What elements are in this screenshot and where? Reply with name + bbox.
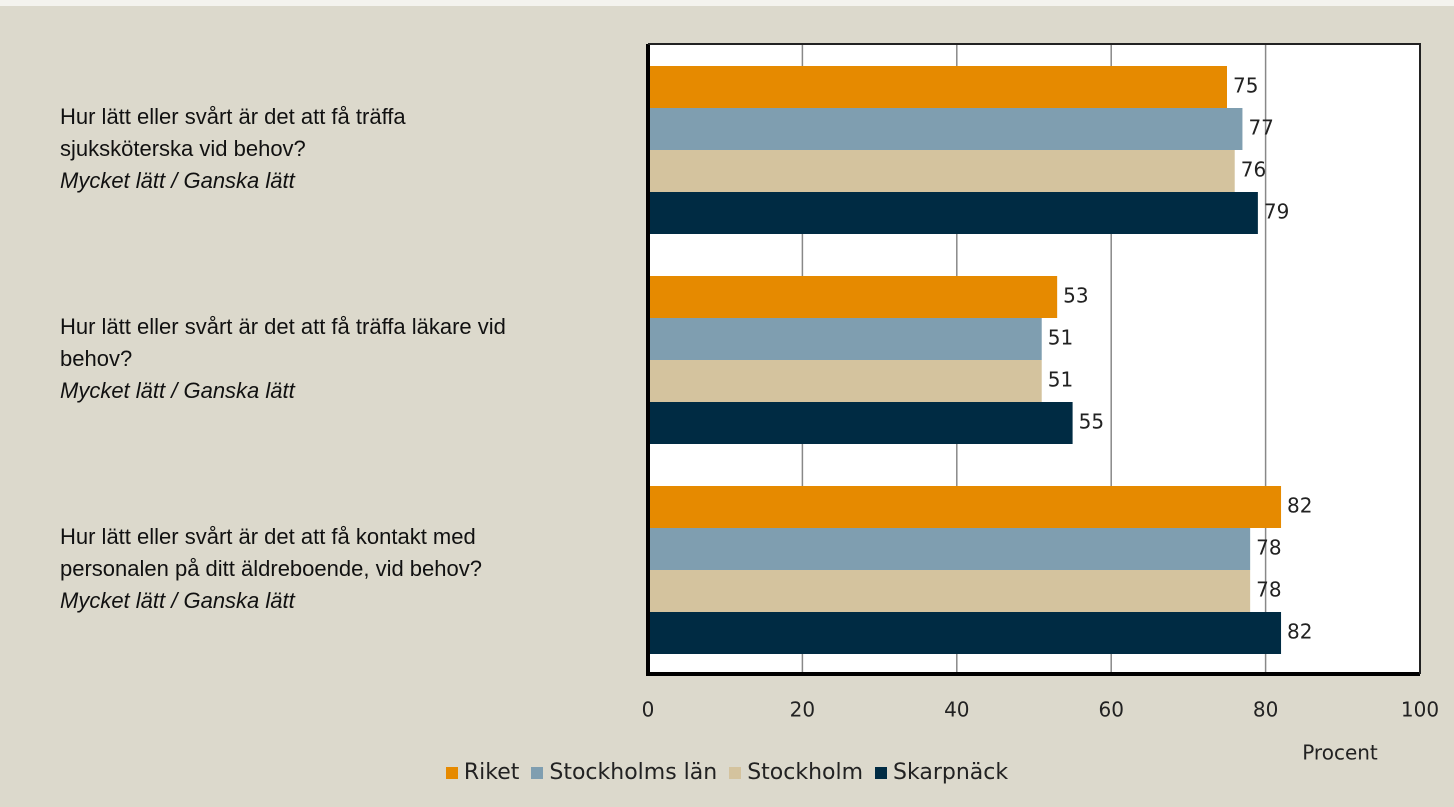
category-text: Hur lätt eller svårt är det att få träff… — [60, 104, 406, 161]
category-label: Hur lätt eller svårt är det att få konta… — [60, 464, 530, 674]
category-label: Hur lätt eller svårt är det att få träff… — [60, 254, 530, 464]
value-label: 76 — [1241, 158, 1266, 182]
x-tick-label: 40 — [944, 698, 969, 722]
axis-frame — [646, 44, 1420, 676]
bar — [648, 402, 1073, 444]
bar — [648, 528, 1251, 570]
bar — [648, 66, 1227, 108]
value-label: 53 — [1063, 284, 1088, 308]
x-tick-label: 100 — [1401, 698, 1439, 722]
x-tick-label: 80 — [1253, 698, 1278, 722]
value-label: 77 — [1248, 116, 1273, 140]
bar — [648, 612, 1282, 654]
value-label: 78 — [1256, 536, 1281, 560]
value-label: 79 — [1264, 200, 1289, 224]
category-subtitle: Mycket lätt / Ganska lätt — [60, 378, 295, 403]
bar — [648, 108, 1243, 150]
legend-item: Riket — [445, 760, 520, 785]
x-axis-label: Procent — [1302, 741, 1378, 765]
x-tick-label: 20 — [790, 698, 815, 722]
bar — [648, 276, 1058, 318]
value-label: 82 — [1287, 620, 1312, 644]
legend-swatch — [445, 766, 458, 779]
legend-item: Skarpnäck — [875, 760, 1008, 785]
chart: 0 20 40 60 80 100Procent757776795351515582787… — [642, 43, 1439, 765]
bar — [648, 192, 1258, 234]
legend-swatch — [875, 766, 888, 779]
value-label: 51 — [1048, 326, 1073, 350]
legend: Riket Stockholms län Stockholm Skarpnäck — [0, 760, 1454, 785]
category-label: Hur lätt eller svårt är det att få träff… — [60, 44, 530, 254]
x-tick-label: 0 — [642, 698, 655, 722]
legend-label: Stockholm — [747, 760, 864, 785]
legend-item: Stockholms län — [531, 760, 717, 785]
value-label: 75 — [1233, 74, 1258, 98]
category-subtitle: Mycket lätt / Ganska lätt — [60, 588, 295, 613]
legend-item: Stockholm — [729, 760, 863, 785]
value-label: 78 — [1256, 578, 1281, 602]
legend-swatch — [729, 766, 742, 779]
x-tick-label: 60 — [1098, 698, 1123, 722]
category-subtitle: Mycket lätt / Ganska lätt — [60, 168, 295, 193]
legend-label: Skarpnäck — [893, 760, 1009, 785]
bar — [648, 570, 1251, 612]
bar — [648, 486, 1282, 528]
legend-swatch — [531, 766, 544, 779]
value-label: 55 — [1079, 410, 1104, 434]
category-text: Hur lätt eller svårt är det att få träff… — [60, 314, 506, 371]
value-label: 51 — [1048, 368, 1073, 392]
legend-label: Riket — [463, 760, 520, 785]
bar — [648, 150, 1235, 192]
value-label: 82 — [1287, 494, 1312, 518]
legend-label: Stockholms län — [549, 760, 718, 785]
bar — [648, 318, 1042, 360]
category-text: Hur lätt eller svårt är det att få konta… — [60, 524, 482, 581]
bar — [648, 360, 1042, 402]
plot-border — [648, 43, 1421, 674]
